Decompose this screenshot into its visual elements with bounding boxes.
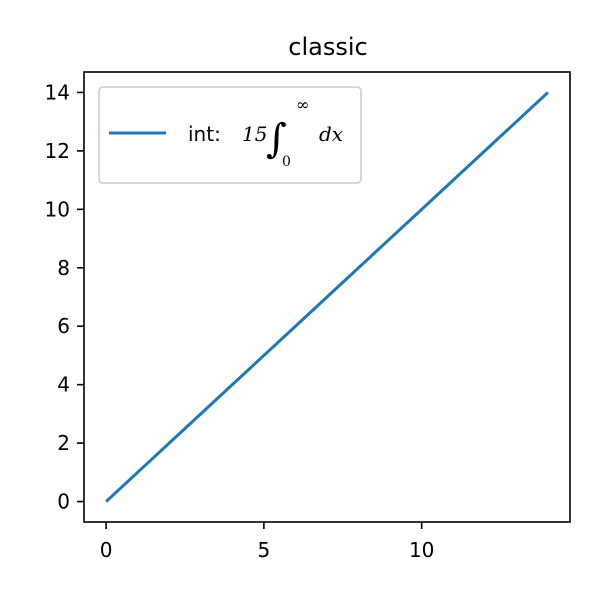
legend-math-coef: 15 xyxy=(242,122,267,146)
y-tick-label: 10 xyxy=(45,197,70,221)
legend-label-prefix: int: xyxy=(188,122,227,146)
legend: int: 15 ∫ ∞ 0 dx xyxy=(98,86,362,184)
x-axis: 0 5 10 xyxy=(100,522,434,562)
y-tick-label: 0 xyxy=(57,490,70,514)
y-tick-label: 4 xyxy=(57,373,70,397)
legend-integral-sign-icon: ∫ xyxy=(266,116,287,162)
y-tick-label: 2 xyxy=(57,431,70,455)
legend-box xyxy=(98,86,362,184)
chart-title: classic xyxy=(288,33,367,61)
series-line xyxy=(105,91,549,503)
legend-math-differential: dx xyxy=(319,122,343,146)
plot-frame xyxy=(83,71,571,523)
y-tick-label: 6 xyxy=(57,314,70,338)
legend-math-lower-limit: 0 xyxy=(282,154,291,170)
y-tick-label: 12 xyxy=(45,139,70,163)
x-tick-label: 5 xyxy=(258,538,271,562)
x-tick-label: 0 xyxy=(100,538,113,562)
y-axis: 0 2 4 6 8 10 12 14 xyxy=(45,80,84,514)
x-tick-label: 10 xyxy=(409,538,434,562)
y-tick-label: 14 xyxy=(45,80,70,104)
plot-line-layer xyxy=(105,91,549,503)
y-tick-label: 8 xyxy=(57,256,70,280)
legend-math-upper-limit: ∞ xyxy=(296,95,309,114)
